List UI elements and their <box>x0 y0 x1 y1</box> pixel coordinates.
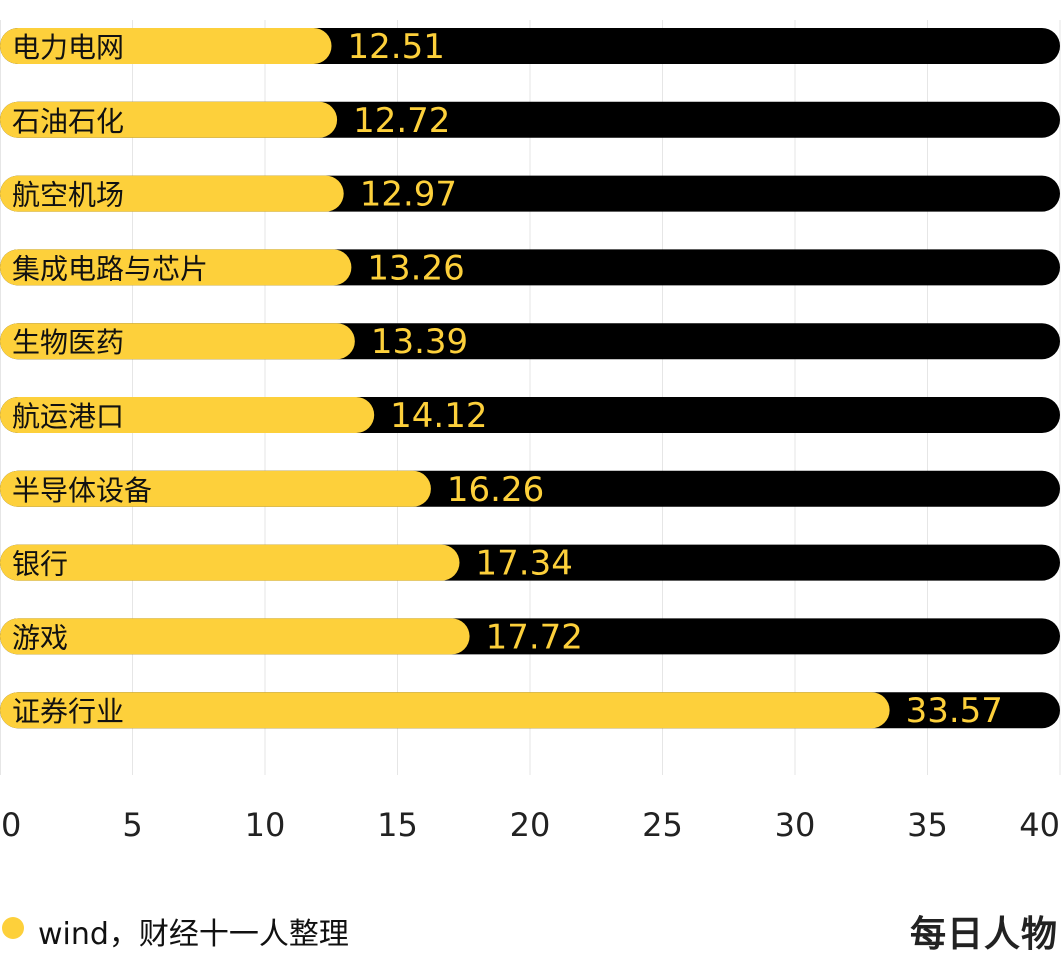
category-label: 石油石化 <box>12 105 124 138</box>
category-label: 银行 <box>12 548 68 581</box>
category-label: 半导体设备 <box>12 474 152 507</box>
bar <box>0 323 355 360</box>
bar <box>0 618 470 655</box>
bar-row: 半导体设备 16.26 <box>0 470 1060 510</box>
bar <box>0 28 332 64</box>
value-label: 17.72 <box>486 617 583 657</box>
bar-row: 生物医药 13.39 <box>0 322 1060 362</box>
bar <box>0 544 460 581</box>
bar <box>0 175 344 212</box>
x-tick-label: 25 <box>642 806 683 844</box>
category-label: 电力电网 <box>12 31 124 64</box>
bar-row: 航空机场 12.97 <box>0 175 1060 215</box>
bar-chart: 电力电网 12.51 石油石化 12.72 航空机场 12.97 集成电路与芯片 13.26 生… <box>0 20 1061 844</box>
x-tick-label: 10 <box>245 806 286 844</box>
bar <box>0 692 890 729</box>
bar <box>0 470 431 507</box>
x-tick-label: 40 <box>1019 806 1060 844</box>
x-tick-label: 0 <box>1 806 21 844</box>
value-label: 12.72 <box>353 101 450 141</box>
value-label: 14.12 <box>390 396 487 436</box>
bar <box>0 397 375 433</box>
value-label: 12.51 <box>348 27 445 67</box>
x-tick-label: 30 <box>775 806 816 844</box>
value-label: 33.57 <box>906 691 1003 731</box>
bar <box>0 249 352 286</box>
x-axis: 0 5 10 15 20 25 30 35 40 <box>1 806 1060 844</box>
x-tick-label: 15 <box>377 806 418 844</box>
bar-row: 集成电路与芯片 13.26 <box>0 248 1060 288</box>
bar <box>0 101 338 138</box>
category-label: 游戏 <box>12 621 68 654</box>
value-label: 16.26 <box>447 470 544 510</box>
bars-group: 电力电网 12.51 石油石化 12.72 航空机场 12.97 集成电路与芯片 13.26 生… <box>0 27 1060 731</box>
bar-row: 银行 17.34 <box>0 544 1060 584</box>
category-label: 生物医药 <box>12 326 124 359</box>
category-label: 证券行业 <box>12 695 124 728</box>
value-label: 17.34 <box>476 544 573 584</box>
source-dot-icon <box>2 917 24 939</box>
bar-row: 石油石化 12.72 <box>0 101 1060 141</box>
source-note: wind，财经十一人整理 <box>38 917 349 952</box>
bar-row: 电力电网 12.51 <box>0 27 1060 67</box>
brand-logo: 每日人物 <box>909 914 1058 955</box>
bar-row: 航运港口 14.12 <box>0 396 1060 436</box>
category-label: 集成电路与芯片 <box>12 252 208 285</box>
footer: wind，财经十一人整理 每日人物 <box>0 905 1062 955</box>
value-label: 13.39 <box>371 322 468 362</box>
value-label: 12.97 <box>360 175 457 215</box>
category-label: 航运港口 <box>12 400 124 433</box>
x-tick-label: 5 <box>122 806 142 844</box>
bar-row: 证券行业 33.57 <box>0 691 1060 731</box>
value-label: 13.26 <box>367 248 464 288</box>
x-tick-label: 20 <box>510 806 551 844</box>
bar-row: 游戏 17.72 <box>0 617 1060 657</box>
x-tick-label: 35 <box>907 806 948 844</box>
category-label: 航空机场 <box>12 179 124 212</box>
